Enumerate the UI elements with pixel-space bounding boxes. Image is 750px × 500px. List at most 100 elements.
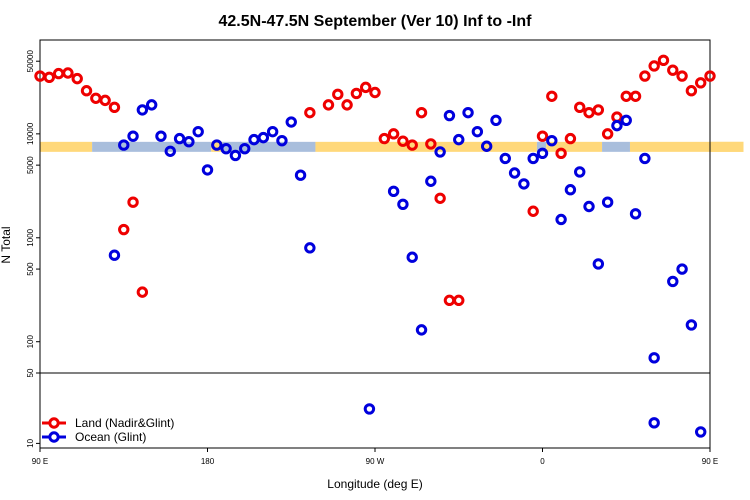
y-tick-label: 100	[26, 334, 35, 348]
ocean-point	[592, 258, 605, 270]
band-segment	[546, 141, 603, 152]
x-tick-label: 180	[201, 457, 215, 466]
land-point	[676, 70, 688, 82]
land-point	[694, 77, 707, 89]
chart-title: 42.5N-47.5N September (Ver 10) Inf to -I…	[219, 13, 533, 30]
y-tick-label: 10	[26, 438, 35, 447]
ocean-point	[145, 99, 158, 111]
ocean-point	[239, 142, 251, 155]
land-point	[341, 99, 353, 111]
land-point	[564, 132, 577, 145]
legend-label: Ocean (Glint)	[75, 430, 146, 444]
land-point	[118, 223, 130, 236]
ocean-point	[499, 152, 511, 165]
land-point	[387, 128, 400, 140]
band-segment	[710, 141, 744, 152]
ocean-point	[285, 116, 297, 128]
land-point	[555, 147, 567, 160]
land-point	[350, 87, 363, 100]
ocean-point	[229, 149, 242, 162]
ocean-point	[685, 319, 698, 331]
ocean-point	[453, 133, 465, 146]
ocean-point	[425, 175, 437, 187]
land-point	[71, 72, 83, 85]
ocean-point	[639, 152, 651, 165]
ocean-point	[108, 249, 121, 261]
land-point	[90, 92, 102, 104]
x-tick-label: 90 W	[366, 457, 385, 466]
ocean-point	[629, 208, 642, 220]
ocean-point	[192, 125, 204, 138]
land-point	[536, 130, 549, 142]
land-point	[434, 192, 446, 204]
ocean-point	[527, 152, 539, 165]
ocean-point	[462, 106, 474, 119]
y-axis: 10 50 100 500 1000 5000 10000 50000	[26, 50, 40, 448]
band-segment	[40, 141, 93, 152]
land-point	[574, 101, 586, 114]
map-band	[40, 141, 744, 152]
ocean-point	[564, 184, 577, 196]
land-point	[415, 106, 428, 119]
land-series	[34, 54, 716, 307]
legend-label: Land (Nadir&Glint)	[75, 416, 174, 430]
land-point	[332, 88, 344, 101]
ocean-point	[508, 167, 521, 179]
plot-frame	[39, 39, 711, 449]
ocean-point	[443, 109, 456, 122]
band-segment	[222, 141, 316, 152]
land-point	[425, 138, 437, 150]
land-point	[601, 128, 614, 140]
y-tick-label: 50000	[26, 50, 35, 73]
ocean-point	[248, 133, 260, 146]
land-point	[406, 139, 418, 151]
legend-marker	[48, 431, 60, 443]
land-point	[359, 81, 372, 94]
land-point	[629, 90, 642, 102]
land-point	[397, 135, 409, 147]
ocean-point	[118, 139, 130, 151]
ocean-point	[304, 242, 316, 254]
ocean-point	[220, 142, 232, 155]
ocean-point	[601, 196, 614, 208]
x-axis: 90 E 180 90 W 0 90 E	[32, 448, 718, 466]
legend: Land (Nadir&Glint)Ocean (Glint)	[42, 416, 174, 444]
ocean-point	[266, 125, 279, 138]
x-tick-label: 90 E	[32, 457, 48, 466]
ocean-point	[257, 131, 270, 144]
land-point	[52, 67, 65, 80]
land-point	[657, 54, 670, 67]
ocean-point	[694, 426, 707, 438]
ocean-point	[490, 114, 502, 127]
ocean-point	[276, 134, 288, 147]
ocean-point	[173, 132, 186, 145]
land-point	[322, 99, 335, 111]
ocean-point	[406, 251, 418, 263]
y-axis-label: N Total	[0, 226, 13, 263]
land-point	[136, 286, 149, 298]
land-point	[592, 104, 605, 116]
land-point	[527, 205, 539, 217]
band-segment	[92, 141, 212, 152]
land-point	[378, 132, 391, 145]
ocean-point	[611, 119, 623, 132]
ocean-point	[546, 134, 558, 147]
ocean-point	[518, 178, 530, 190]
land-point	[453, 294, 465, 307]
y-tick-label: 10000	[26, 122, 35, 145]
ocean-point	[620, 114, 632, 127]
x-tick-label: 0	[540, 457, 545, 466]
land-point	[667, 64, 679, 76]
ocean-point	[583, 200, 595, 213]
ocean-series	[108, 99, 707, 438]
ocean-point	[397, 198, 409, 210]
band-segment	[602, 141, 630, 152]
land-point	[62, 67, 74, 79]
land-point	[108, 101, 121, 114]
land-point	[43, 71, 56, 84]
band-segment	[211, 141, 223, 152]
ocean-point	[480, 140, 493, 152]
ocean-point	[136, 104, 149, 116]
ocean-point	[536, 147, 549, 160]
ocean-point	[676, 263, 688, 275]
